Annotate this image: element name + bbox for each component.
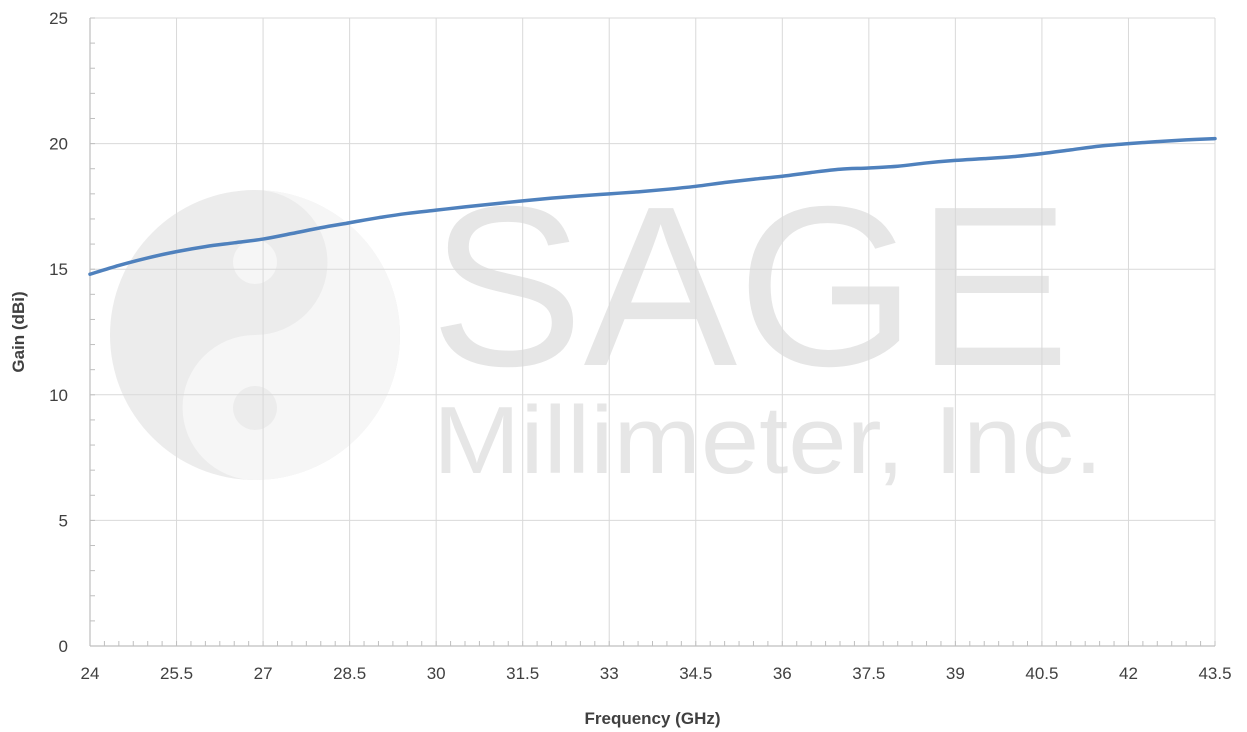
sage-logo-icon: [110, 190, 400, 480]
gain-series-line: [88, 136, 1217, 276]
x-tick-label: 30: [427, 664, 446, 683]
x-tick-label: 24: [81, 664, 100, 683]
x-tick-label: 31.5: [506, 664, 539, 683]
y-tick-label: 0: [59, 637, 68, 656]
series-layer: [88, 136, 1217, 276]
x-tick-labels: 24 25.5 27 28.5 30 31.5 33 34.5 36 37.5 39 40.5 42 43…: [81, 664, 1232, 683]
watermark: SAGE Millimeter, Inc.: [110, 160, 1103, 494]
x-axis-title: Frequency (GHz): [584, 709, 720, 728]
y-tick-label: 15: [49, 260, 68, 279]
watermark-line1: SAGE: [430, 160, 1070, 414]
y-axis-title: Gain (dBi): [9, 291, 28, 372]
x-tick-label: 27: [254, 664, 273, 683]
watermark-line2: Millimeter, Inc.: [433, 387, 1103, 494]
y-tick-labels: 0 5 10 15 20 25: [49, 9, 68, 656]
minor-ticks: [89, 17, 1216, 647]
x-tick-label: 39: [946, 664, 965, 683]
x-tick-label: 25.5: [160, 664, 193, 683]
x-tick-label: 33: [600, 664, 619, 683]
x-tick-label: 42: [1119, 664, 1138, 683]
y-tick-label: 10: [49, 386, 68, 405]
x-tick-label: 37.5: [852, 664, 885, 683]
x-tick-label: 36: [773, 664, 792, 683]
y-tick-label: 5: [59, 511, 68, 530]
x-tick-label: 40.5: [1025, 664, 1058, 683]
x-tick-label: 43.5: [1198, 664, 1231, 683]
x-tick-label: 34.5: [679, 664, 712, 683]
x-tick-label: 28.5: [333, 664, 366, 683]
y-tick-label: 20: [49, 135, 68, 154]
y-tick-label: 25: [49, 9, 68, 28]
